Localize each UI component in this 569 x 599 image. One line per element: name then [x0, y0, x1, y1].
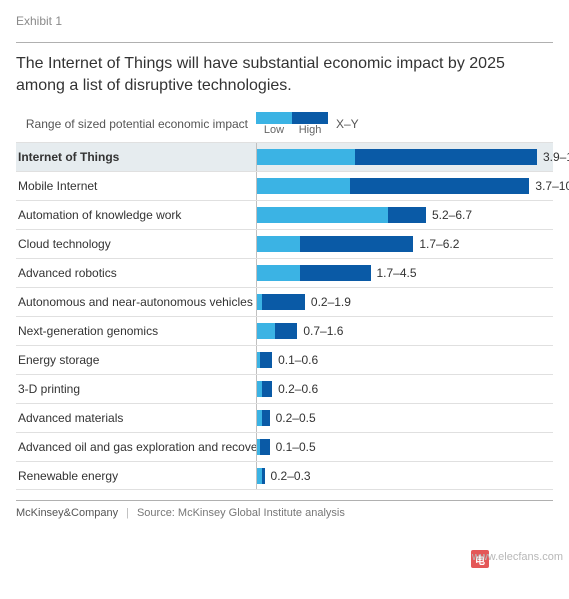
footer-brand: McKinsey&Company — [16, 507, 118, 519]
bar-zone: 0.7–1.6 — [256, 317, 553, 345]
bar-high — [355, 149, 537, 165]
footer: McKinsey&Company | Source: McKinsey Glob… — [16, 500, 553, 519]
bar-zone: 0.2–0.5 — [256, 404, 553, 432]
category-label: Advanced oil and gas exploration and rec… — [16, 440, 256, 454]
chart-row: Internet of Things3.9–11.1 — [16, 142, 553, 171]
bar-high — [262, 294, 305, 310]
chart-title: The Internet of Things will have substan… — [16, 53, 553, 96]
value-label: 0.2–0.3 — [271, 469, 311, 483]
value-label: 3.7–10.8 — [535, 179, 569, 193]
bar-high — [262, 468, 265, 484]
bar-high — [275, 323, 298, 339]
footer-separator: | — [126, 507, 129, 519]
bar-low — [257, 207, 388, 223]
category-label: Internet of Things — [16, 150, 256, 164]
value-label: 5.2–6.7 — [432, 208, 472, 222]
value-label: 0.2–0.5 — [276, 411, 316, 425]
category-label: Advanced robotics — [16, 266, 256, 280]
value-label: 1.7–6.2 — [419, 237, 459, 251]
chart-row: Advanced oil and gas exploration and rec… — [16, 432, 553, 461]
bar-zone: 5.2–6.7 — [256, 201, 553, 229]
bar-zone: 0.2–1.9 — [256, 288, 553, 316]
bar-zone: 1.7–6.2 — [256, 230, 553, 258]
title-area: The Internet of Things will have substan… — [16, 42, 553, 96]
value-label: 0.7–1.6 — [303, 324, 343, 338]
chart-row: 3-D printing 0.2–0.6 — [16, 374, 553, 403]
bar-low — [257, 149, 355, 165]
category-label: Automation of knowledge work — [16, 208, 256, 222]
bar-low — [257, 236, 300, 252]
bar-high — [350, 178, 529, 194]
bar-high — [260, 439, 270, 455]
bar-low — [257, 265, 300, 281]
bar-high — [300, 265, 371, 281]
chart-row: Advanced materials 0.2–0.5 — [16, 403, 553, 432]
footer-source: Source: McKinsey Global Institute analys… — [137, 507, 345, 519]
bar-zone: 1.7–4.5 — [256, 259, 553, 287]
legend-high-text: High — [299, 124, 322, 136]
category-label: Autonomous and near-autonomous vehicles — [16, 295, 256, 309]
bar-low — [257, 323, 275, 339]
legend-high-swatch — [292, 112, 328, 124]
category-label: Mobile Internet — [16, 179, 256, 193]
bar-zone: 0.1–0.6 — [256, 346, 553, 374]
value-label: 0.2–0.6 — [278, 382, 318, 396]
bar-high — [260, 352, 273, 368]
category-label: 3-D printing — [16, 382, 256, 396]
value-label: 1.7–4.5 — [377, 266, 417, 280]
category-label: Energy storage — [16, 353, 256, 367]
value-label: 0.1–0.5 — [276, 440, 316, 454]
legend-swatches: Low High X–Y — [256, 112, 359, 136]
bar-high — [262, 410, 270, 426]
legend-low-text: Low — [264, 124, 284, 136]
category-label: Renewable energy — [16, 469, 256, 483]
legend-label: Range of sized potential economic impact — [16, 117, 256, 131]
exhibit-label: Exhibit 1 — [16, 14, 553, 28]
chart-row: Autonomous and near-autonomous vehicles 0… — [16, 287, 553, 316]
bar-zone: 3.9–11.1 — [256, 143, 569, 171]
bar-zone: 0.2–0.6 — [256, 375, 553, 403]
bar-low — [257, 178, 350, 194]
value-label: 0.1–0.6 — [278, 353, 318, 367]
bar-zone: 3.7–10.8 — [256, 172, 569, 200]
watermark-text: www.elecfans.com — [472, 551, 563, 563]
value-label: 3.9–11.1 — [543, 150, 569, 164]
chart-row: Automation of knowledge work 5.2–6.7 — [16, 200, 553, 229]
bar-high — [262, 381, 272, 397]
legend-high-group: High — [292, 112, 328, 136]
category-label: Cloud technology — [16, 237, 256, 251]
chart-row: Mobile Internet3.7–10.8 — [16, 171, 553, 200]
chart-row: Energy storage 0.1–0.6 — [16, 345, 553, 374]
bar-high — [300, 236, 414, 252]
legend-xy: X–Y — [336, 117, 359, 131]
legend-low-swatch — [256, 112, 292, 124]
category-label: Next-generation genomics — [16, 324, 256, 338]
value-label: 0.2–1.9 — [311, 295, 351, 309]
chart-container: Exhibit 1 The Internet of Things will ha… — [0, 0, 569, 519]
chart-row: Renewable energy 0.2–0.3 — [16, 461, 553, 490]
bar-zone: 0.2–0.3 — [256, 462, 553, 489]
bar-chart: Internet of Things3.9–11.1Mobile Interne… — [16, 142, 553, 490]
chart-row: Next-generation genomics 0.7–1.6 — [16, 316, 553, 345]
chart-row: Cloud technology 1.7–6.2 — [16, 229, 553, 258]
legend: Range of sized potential economic impact… — [16, 112, 553, 136]
chart-row: Advanced robotics 1.7–4.5 — [16, 258, 553, 287]
legend-low-group: Low — [256, 112, 292, 136]
category-label: Advanced materials — [16, 411, 256, 425]
bar-zone: 0.1–0.5 — [256, 433, 553, 461]
bar-high — [388, 207, 426, 223]
